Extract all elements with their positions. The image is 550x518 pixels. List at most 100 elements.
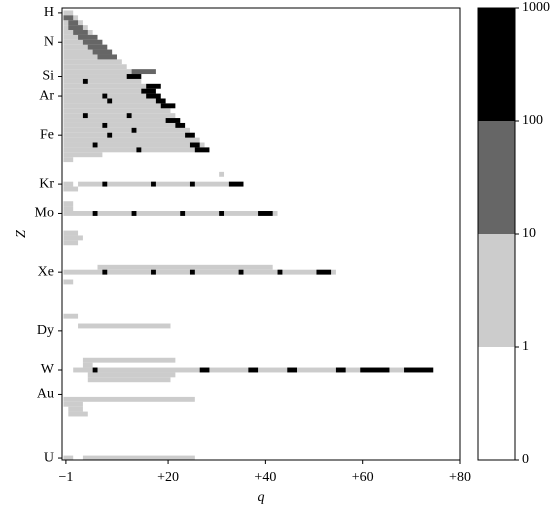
heatmap-cell [102, 269, 108, 275]
heatmap-cell [63, 83, 147, 89]
heatmap-cell [63, 49, 113, 55]
heatmap-cell [63, 137, 200, 143]
colorbar-tick-label: 1 [522, 339, 529, 354]
heatmap-cell [287, 367, 298, 373]
x-tick-label: +20 [157, 470, 179, 485]
y-tick-label: H [44, 5, 54, 20]
y-tick-label: Dy [37, 323, 54, 338]
heatmap-cell [63, 93, 156, 99]
y-tick-label: Au [37, 387, 54, 402]
x-axis-label: q [258, 490, 265, 505]
heatmap-cell [63, 122, 186, 128]
colorbar-tick-label: 1000 [522, 0, 550, 15]
y-tick-label: Mo [35, 206, 54, 221]
heatmap-cell [63, 279, 74, 285]
y-tick-label: U [44, 450, 54, 465]
heatmap-cell [126, 74, 142, 79]
heatmap-cell [63, 230, 79, 236]
heatmap-cell [180, 211, 186, 216]
heatmap-cell [219, 211, 225, 216]
heatmap-cell [316, 269, 332, 275]
heatmap-cell [194, 147, 210, 153]
heatmap-cell [78, 323, 171, 329]
heatmap-cell [92, 211, 98, 216]
heatmap-cell [189, 181, 195, 187]
heatmap-cell [63, 59, 122, 65]
heatmap-cell [68, 20, 79, 26]
heatmap-cell [73, 30, 88, 35]
heatmap-cell [92, 142, 98, 148]
heatmap-cell [107, 98, 113, 104]
heatmap-cell [102, 181, 108, 187]
heatmap-cell [82, 357, 176, 363]
heatmap-cell [63, 206, 74, 212]
y-tick-label: W [41, 362, 55, 377]
heatmap-cell [126, 113, 132, 119]
heatmap-cell [92, 367, 98, 373]
heatmap-cell [63, 132, 195, 138]
y-tick-label: N [44, 34, 54, 49]
x-tick-label: +60 [352, 470, 374, 485]
heatmap-cell [63, 118, 181, 123]
heatmap-cell [68, 411, 88, 417]
heatmap-cell [63, 240, 79, 246]
heatmap-cell [335, 367, 346, 373]
heatmap-cell [97, 54, 117, 60]
heatmap-cell [63, 142, 205, 148]
y-tick-label: Ar [39, 88, 54, 103]
colorbar-tick-label: 0 [522, 452, 529, 467]
heatmap-cell [228, 181, 244, 187]
heatmap-cell [68, 406, 83, 412]
heatmap-cell [82, 113, 88, 119]
heatmap-cell [63, 54, 117, 60]
heatmap-cell [63, 69, 132, 75]
heatmap-cell [63, 15, 74, 21]
y-tick-label: Fe [40, 127, 54, 142]
heatmap-cell [248, 367, 259, 373]
heatmap-cell [146, 93, 161, 99]
colorbar-frame [477, 7, 516, 461]
heatmap-cell [258, 211, 273, 216]
heatmap-cell [82, 78, 88, 84]
x-tick-label: +40 [254, 470, 276, 485]
heatmap-cell [63, 78, 142, 84]
heatmap-cell [63, 74, 137, 79]
heatmap-cell [131, 69, 156, 75]
heatmap-cell [63, 88, 152, 94]
heatmap-cells [63, 10, 434, 461]
heatmap-cell [63, 211, 278, 216]
heatmap-cell [63, 44, 108, 50]
heatmap-cell [219, 171, 225, 177]
heatmap-cell [68, 25, 83, 31]
heatmap-cell [63, 103, 166, 109]
heatmap-cell [82, 39, 103, 45]
heatmap-cell [63, 127, 190, 133]
heatmap-cell [82, 455, 195, 461]
heatmap-cell [199, 367, 210, 373]
heatmap-cell [131, 211, 137, 216]
heatmap-cell [63, 108, 171, 114]
heatmap-cell [151, 269, 156, 275]
heatmap-cell [63, 313, 79, 319]
heatmap-cell [107, 132, 113, 138]
colorbar-segment [478, 8, 515, 121]
heatmap-cell [63, 235, 83, 241]
heatmap-cell [102, 93, 108, 99]
heatmap-cell [97, 264, 273, 270]
heatmap-cell [63, 201, 74, 207]
heatmap-cell [151, 181, 156, 187]
heatmap-cell [160, 103, 176, 109]
y-tick-label: Xe [38, 264, 54, 279]
heatmap-cell [63, 10, 74, 16]
heatmap-cell [63, 113, 176, 119]
heatmap-cell [165, 118, 181, 123]
heatmap-cell [141, 88, 156, 94]
colorbar-segment [478, 234, 515, 347]
y-tick-label: Kr [39, 176, 54, 191]
x-tick-label: −1 [58, 470, 73, 485]
heatmap-cell [63, 269, 336, 275]
heatmap-cell [63, 401, 83, 407]
heatmap-cell [360, 367, 390, 373]
heatmap-cell [102, 122, 108, 128]
